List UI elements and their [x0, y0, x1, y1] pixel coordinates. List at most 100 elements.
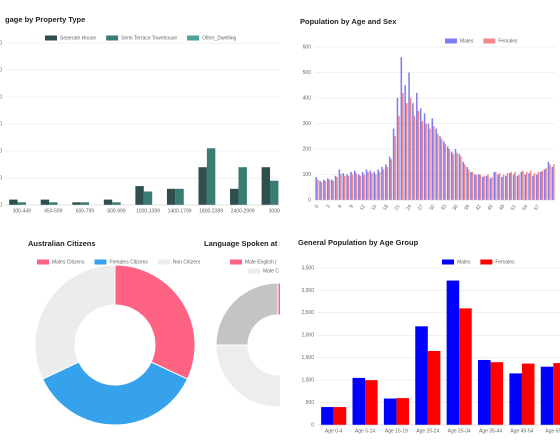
bar — [320, 182, 323, 200]
bar — [456, 152, 458, 200]
bar — [433, 126, 435, 200]
x-tick-label: 3000 — [269, 208, 280, 214]
x-tick-label: 54 — [521, 204, 529, 212]
x-tick-label: 300-449 — [13, 208, 32, 214]
bar — [506, 173, 509, 200]
bar — [454, 149, 457, 200]
x-tick-label: 18 — [382, 204, 390, 212]
bar — [553, 164, 555, 200]
bar — [80, 202, 90, 205]
legend-label: Females Citizens — [110, 259, 149, 265]
bar — [419, 108, 422, 200]
bar — [514, 171, 516, 200]
y-tick-label: 20 — [0, 148, 2, 154]
x-tick-label: 45 — [487, 204, 495, 212]
chart-title: Language Spoken at Ho — [204, 239, 280, 248]
y-tick-label: 3,500 — [301, 265, 314, 271]
bar — [421, 120, 423, 200]
x-tick-label: Age 35-44 — [479, 428, 502, 434]
legend-label: Non Citizens — [173, 259, 200, 265]
y-tick-label: 500 — [306, 400, 315, 406]
y-tick-label: 50 — [0, 67, 2, 73]
legend-label: Male C — [263, 268, 279, 274]
bar — [502, 174, 505, 200]
bar — [460, 156, 462, 200]
x-tick-label: Age 20-24 — [416, 428, 439, 434]
bar — [333, 407, 347, 425]
bar — [493, 171, 495, 200]
bar — [238, 167, 247, 205]
bar — [365, 380, 378, 425]
bar — [429, 128, 431, 200]
bar — [483, 175, 485, 200]
bar — [448, 149, 451, 200]
bar — [521, 363, 535, 425]
bar — [321, 407, 334, 425]
bar — [347, 175, 350, 200]
chart-title: General Population by Age Group — [298, 238, 419, 247]
chart-panel: gage by Property Type Seperate House Semi … — [0, 15, 280, 214]
bar — [383, 398, 397, 425]
y-tick-label: 400 — [303, 95, 312, 101]
legend-swatch — [248, 268, 260, 274]
bar — [390, 159, 393, 200]
bar — [436, 133, 439, 200]
bar — [198, 167, 207, 205]
legend-label: Females — [495, 259, 515, 265]
bar — [17, 202, 26, 205]
bar — [528, 173, 530, 200]
bar — [541, 170, 543, 200]
legend-swatch — [480, 259, 493, 265]
bar — [440, 138, 443, 200]
bar — [361, 171, 364, 200]
bar — [330, 179, 333, 200]
bar — [447, 146, 449, 200]
bar — [404, 85, 406, 200]
bar — [501, 177, 503, 200]
bar — [378, 171, 381, 200]
bar — [316, 179, 319, 200]
bar — [474, 174, 476, 200]
x-tick-label: 30 — [428, 204, 436, 212]
bar — [342, 173, 345, 200]
bar — [40, 199, 50, 205]
bar — [508, 173, 511, 200]
bar — [350, 171, 352, 200]
x-tick-label: 21 — [394, 204, 402, 212]
bar — [328, 179, 331, 200]
x-tick-label: Age 45-54 — [510, 428, 533, 434]
bar — [505, 175, 507, 200]
bar — [381, 166, 383, 200]
bar — [520, 171, 523, 200]
bar — [112, 202, 121, 205]
bar — [49, 202, 58, 205]
bar — [261, 167, 271, 205]
bar — [9, 199, 18, 205]
bar — [323, 179, 325, 200]
bar — [536, 174, 538, 200]
bar — [334, 175, 337, 200]
x-tick-label: 1400-1799 — [168, 208, 192, 214]
bar — [319, 180, 321, 200]
bar — [497, 174, 499, 200]
bar — [332, 180, 334, 200]
y-tick-label: 3,000 — [301, 288, 314, 294]
bar — [413, 115, 416, 200]
bar — [425, 123, 427, 200]
y-tick-label: 60 — [0, 40, 2, 46]
x-tick-label: 51 — [510, 204, 518, 212]
bar — [427, 123, 430, 200]
y-tick-label: 0 — [0, 202, 2, 208]
y-tick-label: 200 — [303, 146, 312, 152]
bar — [462, 161, 465, 200]
legend-swatch — [45, 35, 57, 41]
y-tick-label: 0 — [308, 197, 311, 203]
x-tick-label: 9 — [349, 204, 356, 210]
x-tick-label: 800-999 — [107, 208, 126, 214]
y-tick-label: 1,000 — [301, 377, 314, 383]
bar — [346, 174, 348, 200]
legend-swatch — [230, 259, 242, 265]
bar — [386, 166, 389, 200]
bar — [435, 128, 437, 200]
